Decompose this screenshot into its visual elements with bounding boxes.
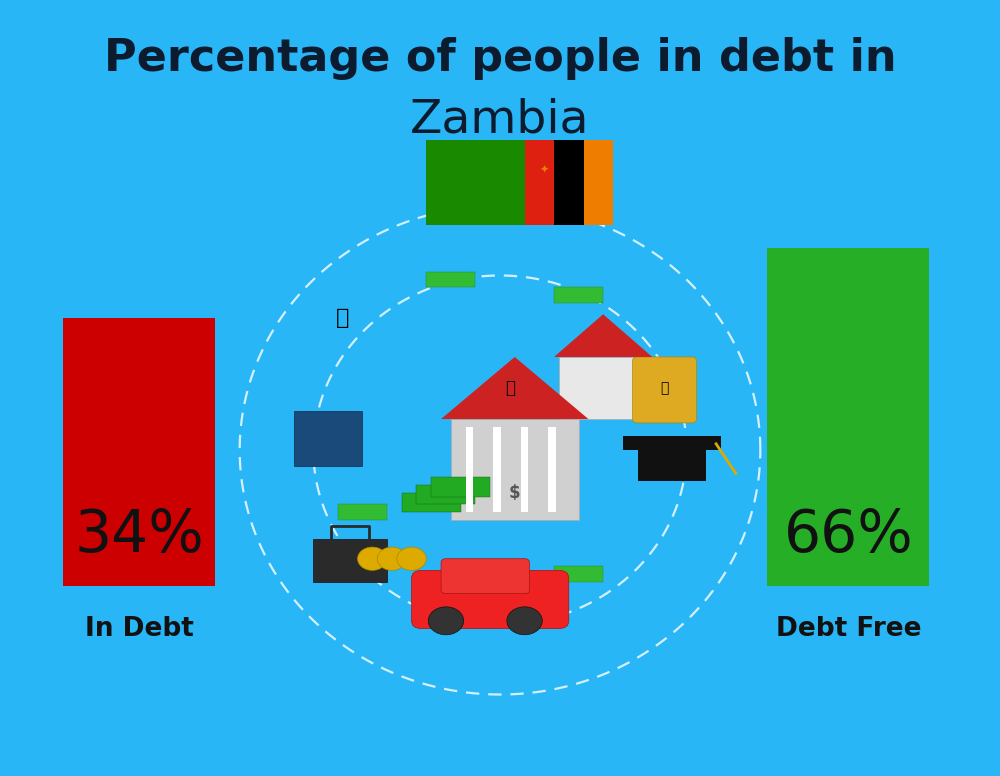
Text: 🔑: 🔑 [505,379,515,397]
Polygon shape [441,357,588,419]
FancyBboxPatch shape [313,539,387,582]
FancyBboxPatch shape [294,411,362,466]
FancyBboxPatch shape [493,427,501,512]
FancyBboxPatch shape [431,477,490,497]
FancyBboxPatch shape [402,493,461,512]
Text: 🏦: 🏦 [660,381,668,395]
FancyBboxPatch shape [466,427,473,512]
FancyBboxPatch shape [525,140,554,225]
FancyBboxPatch shape [554,566,603,582]
Text: 🦅: 🦅 [336,308,350,328]
FancyBboxPatch shape [559,357,647,419]
Text: 66%: 66% [783,507,913,564]
FancyBboxPatch shape [638,450,706,481]
FancyBboxPatch shape [554,140,584,225]
Circle shape [428,607,464,635]
Text: Zambia: Zambia [410,98,590,143]
FancyBboxPatch shape [521,427,528,512]
FancyBboxPatch shape [338,504,387,520]
FancyBboxPatch shape [412,570,569,629]
Text: %: % [667,449,687,467]
Text: $: $ [509,483,521,502]
Text: ✦: ✦ [540,165,549,175]
Circle shape [397,547,426,570]
FancyBboxPatch shape [416,485,475,504]
FancyBboxPatch shape [63,318,215,586]
Text: 34%: 34% [74,507,204,564]
Circle shape [377,547,407,570]
FancyBboxPatch shape [451,419,579,520]
FancyBboxPatch shape [426,272,475,287]
Text: In Debt: In Debt [85,615,193,642]
FancyBboxPatch shape [554,287,603,303]
Circle shape [507,607,542,635]
FancyBboxPatch shape [584,140,613,225]
FancyBboxPatch shape [623,436,721,450]
FancyBboxPatch shape [633,357,696,423]
FancyBboxPatch shape [441,559,529,594]
Circle shape [358,547,387,570]
Text: %: % [414,582,429,598]
Text: Debt Free: Debt Free [776,615,921,642]
FancyBboxPatch shape [767,248,929,586]
FancyBboxPatch shape [426,140,525,225]
Text: Percentage of people in debt in: Percentage of people in debt in [104,36,896,80]
Polygon shape [554,314,652,357]
FancyBboxPatch shape [548,427,556,512]
